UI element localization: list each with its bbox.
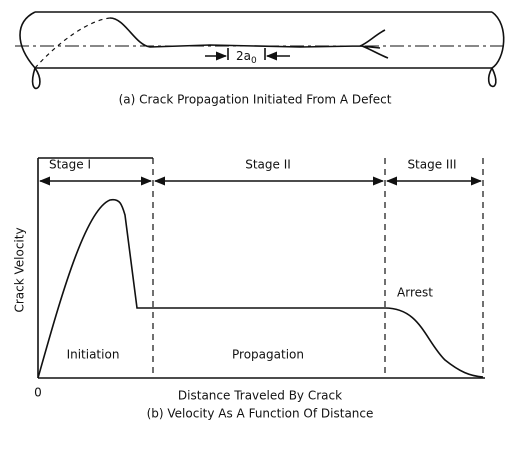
origin-label: 0 <box>34 386 42 400</box>
x-axis-label: Distance Traveled By Crack <box>178 389 342 403</box>
stage-label: Stage II <box>245 158 291 172</box>
pipe <box>15 11 505 90</box>
region-label: Arrest <box>397 286 433 300</box>
stage-label: Stage III <box>407 158 456 172</box>
crack-length-label: 2a0 <box>236 49 257 66</box>
graph <box>37 157 485 379</box>
region-label: Propagation <box>232 348 304 362</box>
region-label: Initiation <box>67 348 120 362</box>
y-axis-label: Crack Velocity <box>13 227 27 312</box>
stage-label: Stage I <box>49 158 91 172</box>
caption-a: (a) Crack Propagation Initiated From A D… <box>119 93 392 107</box>
caption-b: (b) Velocity As A Function Of Distance <box>147 407 374 421</box>
